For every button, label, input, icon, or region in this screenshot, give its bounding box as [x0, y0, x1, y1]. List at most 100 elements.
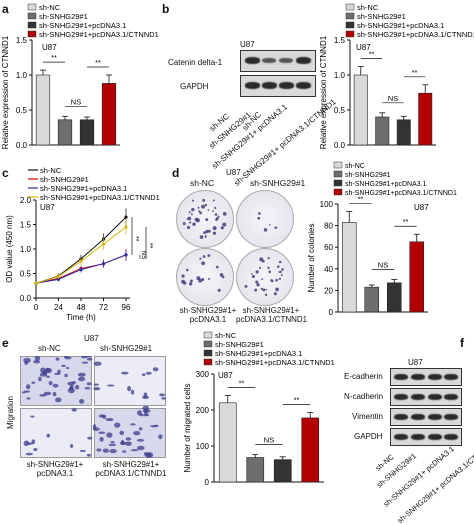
- cell-0-31: [57, 369, 61, 374]
- legend-text-c-1: sh-SNHG29#1: [40, 175, 89, 184]
- point-c-2-4: [124, 253, 128, 257]
- blot-f-row-1: [390, 388, 462, 406]
- y-tick-label-d-3: 60: [324, 243, 333, 252]
- colony-dot-0-39: [212, 199, 215, 202]
- cell-0-27: [67, 387, 75, 394]
- y-tick-label-d-0: 0: [329, 308, 334, 317]
- bar-b-0: [353, 74, 368, 146]
- legend-text-d-1: sh-SNHG29#1: [345, 172, 391, 179]
- legend-text-c-3: sh-SNHG29#1+pcDNA3.1/CTNND1: [40, 193, 160, 202]
- sig-b-1: NS: [388, 94, 398, 103]
- cell-3-26: [92, 427, 100, 431]
- colony-dot-3-26: [267, 256, 270, 260]
- cell-3-2: [133, 430, 141, 436]
- cell-3-13: [98, 414, 105, 418]
- colony-dot-3-12: [261, 278, 264, 281]
- y-tick-label-b-0: 0.0: [334, 141, 346, 150]
- cell-line-b-chart: U87: [356, 43, 371, 52]
- sig-c-1: NS: [140, 251, 146, 259]
- cell-1-11: [159, 393, 165, 397]
- colony-dot-2-12: [207, 254, 211, 257]
- legend-swatch-d-3: [333, 188, 343, 196]
- colony-dot-2-9: [181, 274, 185, 278]
- blot-row-b-0: Catenin delta-1: [168, 58, 223, 67]
- panel-e: e U87 sh-NC sh-SNHG29#1 Migration sh-SNH…: [0, 330, 370, 496]
- colony-dot-2-4: [207, 277, 211, 280]
- cell-3-5: [110, 441, 115, 444]
- y-tick-label-a-0: 0.0: [16, 141, 28, 150]
- legend-text-b-0: sh-NC: [357, 3, 379, 12]
- bar-d-3: [409, 241, 425, 313]
- colony-dot-3-5: [255, 280, 259, 284]
- panel-c: c sh-NC sh-SNHG29#1 sh-SNHG29#1+pcDNA3.1 sh…: [0, 160, 170, 330]
- y-tick-label-d-2: 40: [324, 265, 333, 274]
- bar-b-2: [396, 119, 411, 146]
- cell-2-0: [86, 453, 91, 457]
- colony-dot-3-9: [244, 284, 248, 288]
- colony-dots: [181, 198, 284, 296]
- point-c-0-4: [124, 215, 128, 219]
- legend-swatch-b-1: [345, 12, 355, 20]
- point-c-2-3: [101, 262, 106, 266]
- cell-2-5: [23, 440, 30, 447]
- blot-f-row-2: [390, 408, 462, 426]
- point-c-3-2: [79, 259, 83, 263]
- y-tick-label-a-1: 0.5: [16, 106, 28, 115]
- cell-3-6: [158, 434, 163, 440]
- cell-0-1: [26, 397, 31, 400]
- y-label-b: Relative expression of CTNND1: [320, 35, 328, 149]
- cell-line-c: U87: [40, 203, 55, 212]
- cell-0-26: [80, 356, 88, 359]
- colony-dot-2-1: [201, 261, 206, 266]
- blot-row-f-3: GAPDH: [354, 432, 383, 441]
- bar-d-2: [386, 282, 402, 313]
- cell-1-6: [161, 397, 167, 400]
- colony-dot-1-4: [258, 212, 261, 215]
- y-label-a: Relative expression of CTNND1: [1, 35, 10, 149]
- cell-0-39: [39, 393, 47, 397]
- colony-dot-3-20: [278, 260, 282, 264]
- series-line-c-0: [35, 216, 127, 284]
- chart-e: sh-NCsh-SNHG29#1sh-SNHG29#1+pcDNA3.1sh-S…: [183, 331, 335, 487]
- legend-text-a-2: sh-SNHG29#1+pcDNA3.1: [39, 21, 126, 30]
- cell-line-d: U87: [226, 168, 241, 177]
- y-tick-label-d-4: 80: [324, 222, 333, 231]
- cell-0-40: [84, 386, 91, 390]
- cell-2-9: [25, 452, 34, 456]
- colony-dot-2-17: [182, 281, 187, 285]
- colony-dot-2-14: [196, 276, 201, 281]
- img-label-d-3: sh-SNHG29#1+ pcDNA3.1/CTNND1: [236, 306, 308, 324]
- colony-dot-3-17: [278, 277, 281, 281]
- colony-dot-0-13: [204, 203, 208, 207]
- cell-line-b: U87: [240, 40, 255, 49]
- colony-dot-3-2: [258, 266, 262, 269]
- cell-3-30: [109, 449, 117, 454]
- colony-dot-2-16: [202, 255, 206, 258]
- blot-row-f-0: E-cadherin: [344, 372, 383, 381]
- panel-label-a: a: [2, 2, 9, 16]
- legend-swatch-a-3: [27, 30, 37, 38]
- legend-text-e-2: sh-SNHG29#1+pcDNA3.1: [215, 349, 302, 358]
- cell-1-2: [141, 373, 146, 377]
- legend-swatch-e-2: [203, 349, 213, 357]
- blot-b-row-0: [240, 50, 316, 72]
- colony-dot-2-8: [217, 288, 221, 292]
- cell-line-f: U87: [408, 358, 423, 367]
- y-tick-label-b-2: 1.0: [334, 71, 346, 80]
- colony-dot-0-17: [198, 210, 201, 213]
- panel-label-e: e: [2, 336, 9, 350]
- colony-dot-3-24: [260, 287, 264, 291]
- y-tick-label-b-3: 1.5: [334, 36, 346, 45]
- cell-2-11: [26, 442, 34, 445]
- colony-dot-0-26: [202, 198, 206, 202]
- legend-text-a-1: sh-SNHG29#1: [39, 12, 88, 21]
- colony-dot-0-32: [182, 222, 186, 226]
- blot-b-row-1: [240, 75, 316, 97]
- legend-text-b-2: sh-SNHG29#1+pcDNA3.1: [357, 21, 444, 30]
- cell-0-19: [52, 391, 57, 397]
- cell-0-24: [64, 373, 68, 378]
- legend-text-d-2: sh-SNHG29#1+pcDNA3.1: [345, 181, 427, 188]
- legend-text-e-1: sh-SNHG29#1: [215, 340, 264, 349]
- colony-dot-1-3: [269, 223, 271, 226]
- point-c-2-1: [56, 277, 61, 281]
